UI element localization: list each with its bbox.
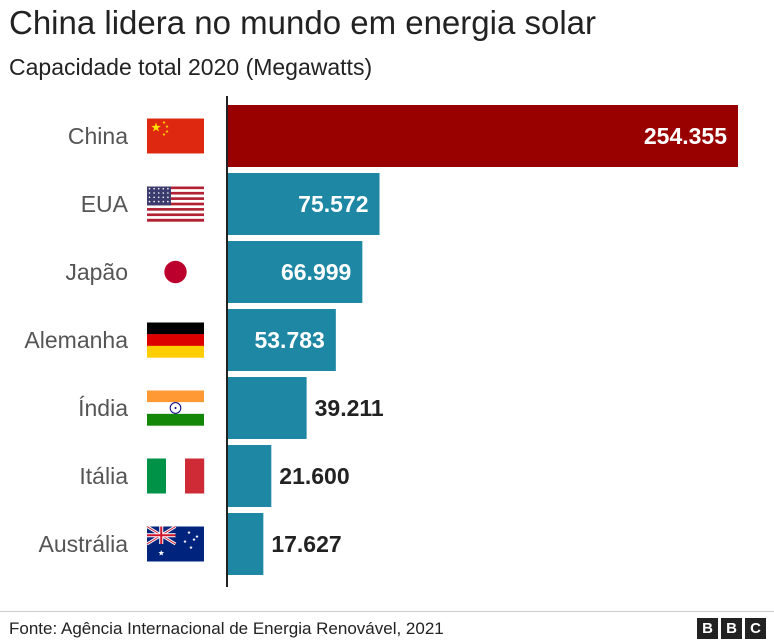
- data-label: 53.783: [254, 327, 324, 353]
- logo-letter: C: [745, 618, 766, 639]
- data-label: 17.627: [271, 531, 341, 557]
- data-label: 66.999: [281, 259, 351, 285]
- india-flag-icon: [147, 390, 204, 426]
- category-label: Itália: [79, 463, 128, 489]
- bar: [228, 445, 272, 507]
- data-label: 75.572: [298, 191, 368, 217]
- japan-flag-icon: [147, 254, 204, 290]
- category-label: Índia: [78, 395, 128, 421]
- source-note: Fonte: Agência Internacional de Energia …: [9, 619, 444, 638]
- bbc-logo: B B C: [697, 618, 766, 639]
- logo-letter: B: [697, 618, 718, 639]
- category-label: Japão: [65, 259, 128, 285]
- category-label: Alemanha: [24, 327, 128, 353]
- category-label: EUA: [81, 191, 129, 217]
- italy-flag-icon: [147, 458, 205, 494]
- bar: [228, 513, 264, 575]
- chart-title: China lidera no mundo em energia solar: [9, 4, 597, 41]
- australia-flag-icon: [146, 525, 204, 562]
- category-label: Austrália: [39, 531, 129, 557]
- bar-chart: China EUA Japão Alemanha Índia Itália Austráli…: [24, 96, 738, 587]
- bar: [228, 105, 738, 167]
- germany-flag-icon: [147, 322, 204, 358]
- chart-subtitle: Capacidade total 2020 (Megawatts): [9, 54, 373, 80]
- usa-flag-icon: [147, 186, 204, 222]
- bar: [228, 241, 363, 303]
- logo-letter: B: [721, 618, 742, 639]
- data-label: 254.355: [644, 123, 727, 149]
- data-label: 21.600: [279, 463, 349, 489]
- data-label: 39.211: [315, 395, 384, 421]
- bar: [228, 309, 336, 371]
- footer-divider: [0, 611, 774, 612]
- china-flag-icon: [147, 118, 204, 154]
- bar: [228, 377, 307, 439]
- category-label: China: [68, 123, 128, 149]
- bar: [228, 173, 380, 235]
